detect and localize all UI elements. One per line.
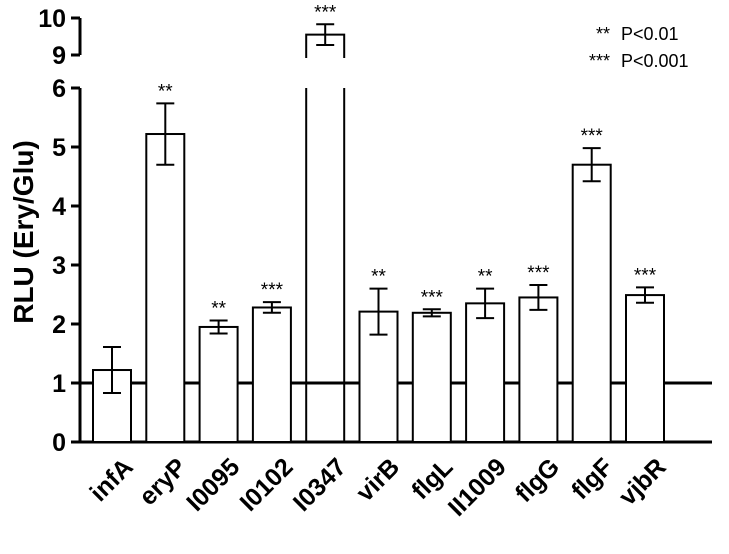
legend-symbol: *** — [589, 51, 610, 71]
significance-label: *** — [314, 2, 337, 23]
y-tick-label: 4 — [52, 193, 66, 221]
x-tick-label: vjbR — [614, 453, 672, 511]
bar — [518, 296, 559, 444]
significance-label: *** — [421, 287, 444, 308]
significance-label: *** — [581, 126, 604, 147]
significance-label: ** — [371, 267, 386, 288]
x-tick-label: infA — [85, 453, 139, 507]
bar — [625, 294, 665, 443]
significance-label: ** — [158, 81, 173, 102]
x-tick-label: flgG — [510, 453, 565, 508]
legend-label: P<0.01 — [621, 24, 679, 44]
y-tick-label: 5 — [52, 134, 66, 162]
significance-label: ** — [478, 267, 493, 288]
x-tick-label: I0347 — [288, 453, 352, 517]
significance-legend: ** P<0.01 *** P<0.001 — [589, 24, 689, 71]
legend-symbol: ** — [596, 24, 610, 44]
y-tick-label: 9 — [52, 42, 66, 70]
y-tick-label: 3 — [52, 252, 66, 280]
significance-label: *** — [634, 265, 657, 286]
bar — [145, 133, 186, 444]
bar — [198, 325, 239, 444]
legend-label: P<0.001 — [621, 51, 689, 71]
bars — [92, 23, 665, 444]
x-tick-label: eryP — [134, 453, 192, 511]
y-tick-label: 10 — [38, 5, 66, 33]
bar — [411, 311, 452, 444]
y-tick-label: 1 — [52, 370, 66, 398]
y-tick-label: 0 — [52, 429, 66, 457]
significance-label: *** — [261, 280, 284, 301]
significance-label: *** — [527, 263, 550, 284]
x-tick-label: flgF — [566, 453, 618, 505]
bar — [571, 163, 612, 443]
significance-label: ** — [211, 298, 226, 319]
bar — [465, 302, 506, 443]
x-tick-label: I0102 — [235, 453, 299, 517]
bar — [251, 306, 292, 444]
y-tick-label: 6 — [52, 75, 66, 103]
axes: 0 1 2 3 4 5 6 9 10 — [38, 5, 712, 457]
x-tick-label: II1009 — [443, 453, 512, 522]
x-tick-label: virB — [351, 453, 405, 507]
x-tick-label: I0095 — [181, 453, 245, 517]
y-tick-label: 2 — [52, 311, 66, 339]
y-axis-title: RLU (Ery/Glu) — [8, 140, 39, 324]
